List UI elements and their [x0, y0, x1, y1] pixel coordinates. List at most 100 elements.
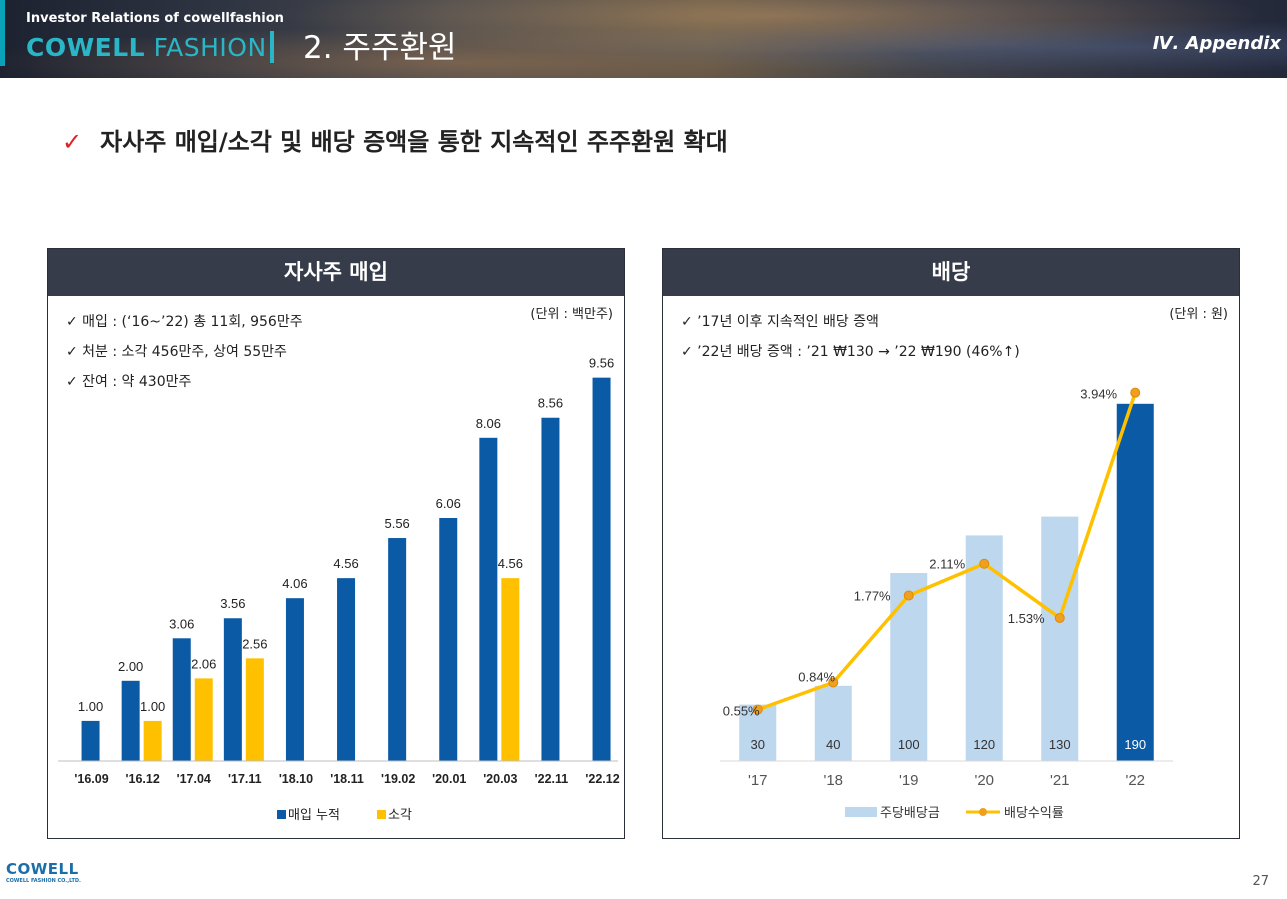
dividend-unit: (단위 : 원) [1169, 307, 1228, 322]
x-tick-label: '17.11 [228, 772, 262, 786]
legend-label-cumulative: 매입 누적 [288, 808, 340, 823]
x-tick-label: '20 [974, 772, 994, 789]
headline-text: 자사주 매입/소각 및 배당 증액을 통한 지속적인 주주환원 확대 [100, 128, 728, 156]
buyback-chart: 1.00 '16.09 2.00 1.00 '16.12 3.06 2.06 '17.04 3.… [58, 356, 620, 823]
x-tick-label: '18.11 [330, 772, 364, 786]
bar-cumulative [592, 377, 611, 761]
data-label-dps: 190 [1124, 737, 1146, 752]
bar-cumulative [285, 598, 304, 761]
data-label-retired: 2.06 [191, 656, 216, 671]
buyback-panel: 자사주 매입 ✓ 매입 : (‘16~’22) 총 11회, 956만주 ✓ 처… [47, 248, 625, 839]
dividend-chart: 30 '17 40 '18 100 '19 120 '20 130 '21 190 '22 0.55% 0… [720, 387, 1173, 821]
x-tick-label: '22.12 [585, 772, 619, 786]
dividend-panel: 배당 ✓ ’17년 이후 지속적인 배당 증액 ✓ ’22년 배당 증액 : ’… [662, 248, 1240, 839]
page-headline: ✓ 자사주 매입/소각 및 배당 증액을 통한 지속적인 주주환원 확대 [62, 122, 728, 157]
bar-retired [501, 578, 520, 761]
data-label-retired: 4.56 [498, 556, 523, 571]
buyback-unit: (단위 : 백만주) [530, 307, 613, 322]
section-title: 2. 주주환원 [303, 30, 457, 66]
dividend-panel-title: 배당 [663, 249, 1239, 296]
yield-point [1130, 387, 1141, 398]
data-label-cumulative: 3.06 [169, 616, 194, 631]
buyback-bullet: ✓ 잔여 : 약 430만주 [66, 374, 192, 390]
buyback-bullet: ✓ 매입 : (‘16~’22) 총 11회, 956만주 [66, 314, 303, 330]
x-tick-label: '18.10 [279, 772, 313, 786]
data-label-cumulative: 1.00 [78, 699, 103, 714]
legend-swatch-dps [845, 807, 877, 817]
yield-point [752, 704, 763, 715]
x-tick-label: '19 [899, 772, 919, 789]
legend-label-retired: 소각 [388, 808, 412, 823]
x-tick-label: '22.11 [535, 772, 569, 786]
bar-cumulative [479, 437, 498, 761]
page-number: 27 [1252, 874, 1269, 889]
data-label-dps: 40 [826, 737, 840, 752]
data-label-cumulative: 2.00 [118, 659, 143, 674]
data-label-cumulative: 4.56 [333, 556, 358, 571]
bar-cumulative [172, 638, 191, 761]
logo-light: FASHION [145, 33, 267, 62]
legend-swatch-cumulative [277, 810, 286, 819]
legend-marker-yield [979, 808, 987, 816]
logo-bold: COWELL [26, 33, 146, 62]
data-label-retired: 1.00 [140, 699, 165, 714]
footer-logo-sub: COWELL FASHION CO.,LTD. [6, 878, 81, 884]
x-tick-label: '19.02 [381, 772, 415, 786]
x-tick-label: '20.03 [483, 772, 517, 786]
data-label-yield: 1.53% [1008, 611, 1045, 626]
header-background [0, 0, 1287, 78]
x-tick-label: '16.12 [126, 772, 160, 786]
legend-label-dps: 주당배당금 [880, 806, 940, 821]
bar-cumulative [81, 720, 100, 761]
appendix-label: Ⅳ. Appendix [1152, 33, 1281, 54]
x-tick-label: '17.04 [177, 772, 211, 786]
data-label-yield: 1.77% [854, 589, 891, 604]
buyback-bullets: ✓ 매입 : (‘16~’22) 총 11회, 956만주 ✓ 처분 : 소각 … [66, 307, 303, 397]
dividend-bullet: ✓ ’17년 이후 지속적인 배당 증액 [681, 314, 879, 330]
bar-retired [143, 720, 162, 761]
footer-logo-text: COWELL [6, 860, 79, 878]
data-label-yield: 2.11% [929, 557, 965, 572]
bar-cumulative [388, 538, 407, 761]
header-separator [270, 31, 274, 63]
bar-cumulative [541, 417, 560, 761]
accent-bar [0, 0, 5, 66]
bar-cumulative [337, 578, 356, 761]
legend-swatch-retired [377, 810, 386, 819]
bar-dps [1116, 403, 1154, 761]
header-banner: Investor Relations of cowellfashion COWE… [0, 0, 1287, 78]
bar-retired [245, 658, 264, 761]
buyback-panel-title: 자사주 매입 [48, 249, 624, 296]
data-label-yield: 0.55% [723, 704, 760, 719]
data-label-cumulative: 6.06 [436, 496, 461, 511]
yield-point [1054, 612, 1065, 623]
data-label-dps: 30 [751, 737, 765, 752]
data-label-cumulative: 5.56 [384, 516, 409, 531]
yield-point [979, 558, 990, 569]
x-tick-label: '16.09 [74, 772, 108, 786]
data-label-dps: 130 [1049, 737, 1071, 752]
data-label-retired: 2.56 [242, 636, 267, 651]
ir-caption: Investor Relations of cowellfashion [26, 11, 284, 26]
data-label-cumulative: 8.06 [476, 416, 501, 431]
data-label-dps: 100 [898, 737, 920, 752]
bar-dps [814, 685, 852, 761]
check-icon: ✓ [62, 128, 83, 156]
bar-dps [890, 573, 928, 761]
yield-point [828, 677, 839, 688]
data-label-dps: 120 [973, 737, 995, 752]
x-tick-label: '22 [1125, 772, 1145, 789]
bar-cumulative [121, 680, 140, 761]
data-label-yield: 3.94% [1080, 387, 1117, 402]
data-label-cumulative: 9.56 [589, 356, 614, 371]
yield-point [903, 590, 914, 601]
dividend-bullet: ✓ ’22년 배당 증액 : ’21 ₩130 → ’22 ₩190 (46%↑… [681, 344, 1020, 360]
dividend-bullets: ✓ ’17년 이후 지속적인 배당 증액 ✓ ’22년 배당 증액 : ’21 … [681, 307, 1020, 367]
data-label-yield: 0.84% [798, 669, 835, 684]
x-tick-label: '21 [1050, 772, 1070, 789]
x-tick-label: '17 [748, 772, 768, 789]
bar-cumulative [439, 517, 458, 761]
footer-logo: COWELL COWELL FASHION CO.,LTD. [6, 860, 81, 884]
company-logo: COWELL FASHION [26, 33, 267, 62]
data-label-cumulative: 8.56 [538, 396, 563, 411]
